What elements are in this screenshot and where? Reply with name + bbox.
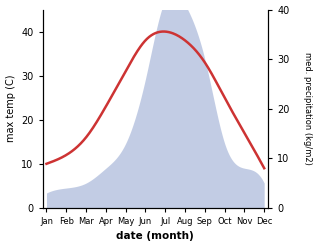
Y-axis label: med. precipitation (kg/m2): med. precipitation (kg/m2) xyxy=(303,52,313,165)
Y-axis label: max temp (C): max temp (C) xyxy=(5,75,16,143)
X-axis label: date (month): date (month) xyxy=(116,231,194,242)
